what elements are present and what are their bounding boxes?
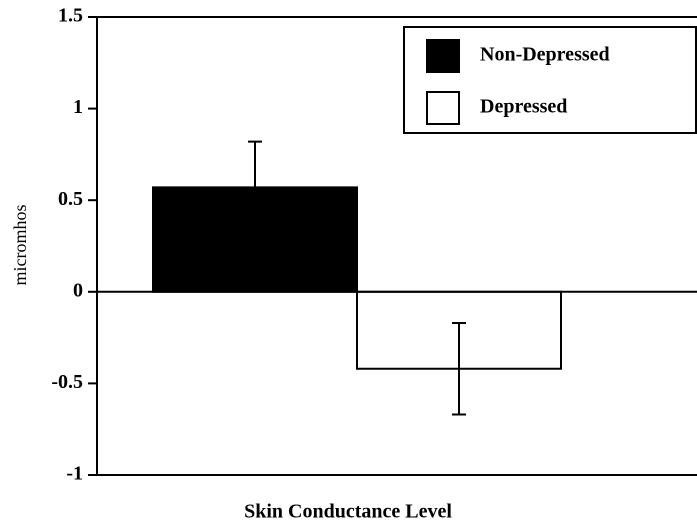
y-tick-label: -0.5 bbox=[51, 371, 83, 393]
y-tick-label: 0.5 bbox=[58, 188, 83, 210]
y-tick-label: 0 bbox=[73, 279, 83, 301]
y-tick-label: -1 bbox=[66, 463, 83, 485]
legend-swatch bbox=[426, 39, 460, 73]
error-bar bbox=[452, 321, 466, 416]
y-tick-label: 1.5 bbox=[58, 5, 83, 27]
x-axis-label: Skin Conductance Level bbox=[244, 501, 452, 523]
y-axis-label: micromhos bbox=[10, 205, 30, 286]
y-tick-label: 1 bbox=[73, 96, 83, 118]
legend-label: Depressed bbox=[480, 96, 567, 118]
legend-label: Non-Depressed bbox=[480, 44, 610, 66]
legend-swatch bbox=[426, 91, 460, 125]
error-bar bbox=[248, 140, 262, 235]
